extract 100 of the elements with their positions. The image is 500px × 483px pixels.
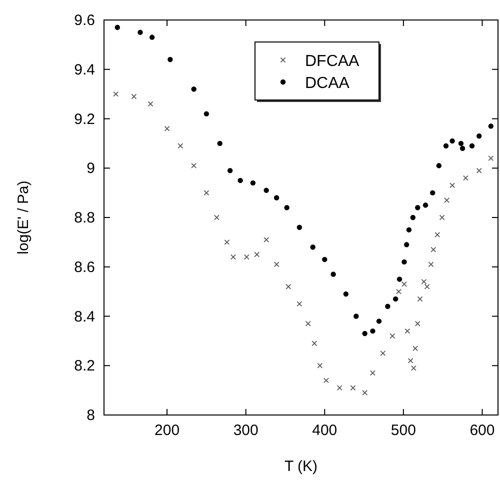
point — [450, 138, 455, 144]
point — [168, 56, 173, 62]
point — [274, 262, 280, 268]
point — [436, 163, 442, 168]
point — [439, 214, 445, 220]
point — [204, 111, 210, 116]
point — [148, 101, 154, 107]
point — [336, 385, 342, 391]
point — [421, 278, 427, 284]
point — [296, 224, 302, 230]
point — [430, 190, 436, 196]
point — [131, 94, 137, 100]
y-tick-label: 9.2 — [74, 110, 95, 128]
point — [443, 143, 449, 149]
point — [376, 318, 382, 324]
x-tick-label: 500 — [390, 422, 416, 439]
point — [238, 178, 243, 184]
point — [476, 168, 482, 174]
point — [350, 385, 356, 391]
point — [390, 333, 396, 339]
point — [323, 378, 329, 384]
point — [204, 190, 210, 196]
point — [362, 390, 368, 396]
point — [430, 246, 436, 252]
y-tick-label: 8.6 — [74, 258, 95, 276]
point — [224, 239, 230, 245]
point — [415, 205, 420, 210]
point — [305, 320, 311, 326]
point — [476, 133, 482, 139]
point — [244, 254, 250, 260]
point — [178, 143, 184, 149]
point — [264, 188, 269, 193]
point — [434, 232, 440, 238]
point — [343, 291, 349, 297]
point — [462, 175, 468, 181]
point — [385, 304, 390, 309]
point — [317, 362, 323, 368]
point — [488, 156, 494, 161]
point — [370, 370, 376, 376]
point — [217, 140, 222, 146]
point — [312, 340, 318, 346]
point — [164, 126, 170, 132]
y-tick-label: 8.2 — [74, 358, 95, 375]
point — [113, 91, 119, 97]
point — [408, 358, 414, 364]
point — [354, 314, 359, 319]
point — [114, 24, 120, 30]
point — [401, 281, 407, 287]
point — [264, 236, 270, 242]
point — [191, 86, 196, 92]
point — [370, 328, 376, 334]
point — [284, 205, 290, 210]
x-tick-label: 300 — [233, 422, 258, 439]
point — [396, 288, 402, 294]
point — [392, 296, 398, 302]
point — [460, 146, 466, 151]
point — [417, 296, 423, 302]
point — [330, 272, 336, 277]
point — [406, 227, 412, 232]
point — [286, 284, 292, 290]
point — [250, 180, 256, 186]
x-axis-title: T (K) — [284, 458, 318, 475]
point — [469, 143, 475, 149]
point — [422, 202, 428, 208]
point — [428, 262, 434, 268]
point — [191, 162, 197, 168]
point — [412, 346, 418, 352]
point — [149, 34, 155, 40]
point — [274, 195, 280, 200]
point — [414, 320, 420, 326]
point — [227, 168, 233, 174]
point — [322, 256, 328, 262]
point — [380, 350, 386, 356]
x-tick-label: 600 — [470, 422, 495, 439]
point — [254, 252, 260, 258]
point — [402, 259, 407, 265]
point — [410, 365, 416, 371]
point — [138, 30, 143, 35]
point — [214, 214, 220, 220]
x-tick-label: 200 — [154, 422, 180, 439]
point — [310, 244, 316, 250]
point — [458, 140, 464, 146]
point — [404, 242, 410, 248]
point — [362, 330, 368, 336]
x-tick-label: 400 — [312, 422, 338, 439]
y-tick-label: 8 — [86, 407, 95, 424]
point — [424, 284, 430, 290]
legend-label: DFCAA — [305, 53, 360, 70]
y-tick-label: 8.8 — [74, 210, 95, 226]
point — [410, 214, 416, 220]
point — [444, 197, 450, 203]
point — [404, 328, 410, 334]
y-axis-title: log(E' / Pa) — [15, 180, 32, 254]
y-tick-label: 9.4 — [74, 61, 95, 78]
y-tick-label: 9 — [86, 160, 95, 178]
point — [450, 182, 456, 188]
point — [296, 301, 302, 307]
point — [230, 254, 236, 260]
legend-label: DCAA — [305, 75, 350, 92]
y-tick-label: 9.6 — [74, 12, 95, 29]
